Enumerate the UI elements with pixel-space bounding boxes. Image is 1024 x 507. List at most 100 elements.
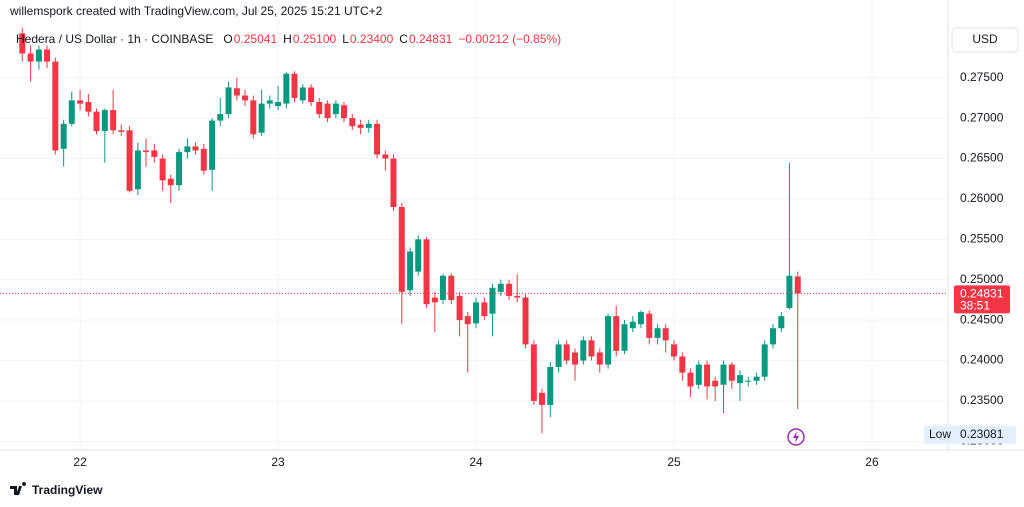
candle-body [291,73,298,98]
x-tick-label: 25 [667,455,681,469]
ohlc-value: 0.25041 [234,32,278,46]
candle-body [118,130,125,132]
candle-body [522,297,529,345]
candle-body [481,302,488,317]
low-value: 0.23081 [960,427,1004,441]
candle-body [596,352,603,365]
candle-body [77,100,84,104]
x-tick-label: 24 [469,455,483,469]
candle-body [786,275,793,309]
candle-body [646,313,653,338]
candle-body [241,95,248,101]
candle-body [134,150,141,190]
candle-body [720,364,727,385]
candle-body [68,100,75,124]
low-label: Low [929,427,951,441]
currency-button[interactable] [951,27,1019,53]
last-price-box [954,285,1010,314]
logo-text: TradingView [32,483,103,497]
candle-body [349,118,356,127]
currency[interactable]: USD [972,32,998,46]
candle-body [283,73,290,104]
ohlc-label: H [283,32,292,46]
candle-body [605,316,612,365]
candle-body [27,53,34,62]
candle-body [464,316,471,325]
candle-body [101,110,108,132]
candle-body [695,364,702,385]
candle-body [184,146,191,153]
candle-body [794,276,801,294]
candle-body [398,207,405,292]
candle-body [308,87,315,102]
candle-body [431,297,438,303]
candle-body [60,123,67,149]
candle-body [126,130,133,191]
candle-body [299,87,306,101]
candle-body [489,287,496,314]
candle-body [275,101,282,107]
ohlc-value: 0.24831 [409,32,453,46]
candle-body [176,152,183,186]
candle-body [580,340,587,361]
candle-body [167,178,174,186]
candle-body [324,103,331,119]
ohlc-label: O [223,32,232,46]
ohlc-label: L [342,32,349,46]
candle-body [538,392,545,405]
countdown: 38:51 [960,299,990,313]
symbol-title: Hedera / US Dollar · 1h · COINBASE [16,32,213,46]
candle-body [514,295,521,298]
candle-body [712,380,719,387]
y-tick-label: 0.25500 [960,232,1004,246]
logo-mark [10,482,27,495]
candle-body [679,356,686,373]
candle-body [93,111,100,132]
candle-body [340,105,347,119]
candle-body [52,61,59,151]
ohlc-value: 0.23400 [350,32,394,46]
candle-body [497,283,504,292]
candle-body [225,87,232,115]
candle-body [357,124,364,128]
candle-body [637,312,644,325]
candle-body [407,251,414,291]
candle-body [44,49,51,62]
candle-body [382,154,389,159]
candle-body [192,146,199,151]
candle-body [35,49,42,62]
candle-body [687,372,694,387]
candle-body [110,110,117,131]
candle-body [151,150,158,157]
candle-body [621,324,628,351]
candle-body [473,302,480,324]
candle-body [217,114,224,121]
candle-body [572,352,579,365]
candles [0,27,948,434]
candle-body [258,103,265,133]
candle-body [143,150,150,153]
candle-body [588,340,595,357]
candle-body [662,328,669,341]
candle-body [332,103,339,115]
y-tick-label: 0.27000 [960,110,1004,124]
lightning [793,431,799,443]
candle-body [769,328,776,345]
candle-body [374,123,381,155]
candle-body [390,158,397,208]
candle-body [547,367,554,405]
candle-body [423,239,430,304]
candle-body [439,275,446,300]
logo: TradingView [10,482,103,497]
candle-body [456,295,463,321]
y-tick-label: 0.26000 [960,191,1004,205]
candle-body [555,344,562,368]
ohlc-value: 0.25100 [293,32,337,46]
last-price: 0.24831 [960,287,1004,301]
candle-body [200,148,207,171]
x-tick-label: 22 [73,455,87,469]
candle-body [19,33,26,54]
y-tick-label: 0.24500 [960,312,1004,326]
legend: Hedera / US Dollar · 1h · COINBASE O 0.250… [16,32,561,46]
